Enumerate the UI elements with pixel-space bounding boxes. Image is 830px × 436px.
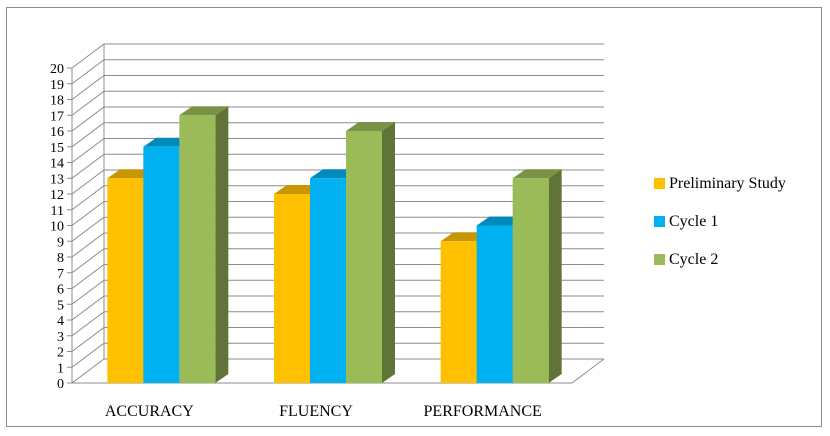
y-tick-label: 16 — [50, 125, 64, 140]
y-tick-label: 1 — [57, 361, 64, 376]
y-tick-label: 7 — [57, 267, 64, 282]
y-tick-label: 0 — [57, 377, 64, 392]
gridline — [71, 327, 604, 352]
gridline — [71, 232, 604, 258]
gridline — [71, 279, 604, 305]
legend: Preliminary Study Cycle 1 Cycle 2 — [654, 175, 786, 268]
y-tick-label: 13 — [50, 172, 64, 187]
gridline — [71, 185, 604, 211]
gridline — [71, 106, 604, 132]
gridline — [71, 358, 604, 384]
gridline — [71, 169, 604, 195]
gridline — [71, 248, 604, 274]
y-tick-label: 4 — [57, 314, 64, 329]
y-tick-label: 6 — [57, 283, 64, 298]
legend-swatch — [654, 178, 665, 189]
y-tick-label: 2 — [57, 346, 64, 361]
y-tick-label: 8 — [57, 251, 64, 266]
floor-edge — [72, 358, 605, 384]
gridline — [71, 295, 604, 321]
bar-fluency-cycle-2 — [346, 122, 395, 383]
y-tick-label: 17 — [50, 109, 64, 124]
y-tick-label: 15 — [50, 141, 64, 156]
legend-swatch — [654, 254, 665, 265]
gridline — [71, 122, 604, 148]
legend-swatch — [654, 216, 665, 227]
legend-label: Preliminary Study — [669, 175, 786, 192]
x-axis-labels: ACCURACY FLUENCY PERFORMANCE — [105, 403, 542, 420]
legend-item: Cycle 2 — [654, 251, 718, 268]
gridline — [71, 264, 604, 289]
y-tick-label: 20 — [50, 62, 64, 77]
y-tick-label: 11 — [51, 204, 64, 219]
y-tick-label: 19 — [50, 78, 64, 93]
legend-item: Cycle 1 — [654, 213, 718, 230]
x-tick-label: FLUENCY — [279, 403, 353, 420]
x-tick-label: ACCURACY — [105, 403, 194, 420]
gridline — [71, 153, 604, 179]
y-tick-label: 10 — [50, 220, 64, 235]
legend-label: Cycle 1 — [669, 213, 718, 230]
y-tick-label: 14 — [50, 157, 64, 172]
legend-label: Cycle 2 — [669, 251, 718, 268]
y-tick-label: 18 — [50, 94, 64, 109]
gridline — [71, 311, 604, 337]
gridline — [71, 342, 604, 368]
gridline — [71, 59, 604, 85]
y-tick-label: 9 — [57, 235, 64, 250]
gridline — [71, 216, 604, 242]
bar-performance-cycle-2 — [512, 169, 562, 383]
bars — [107, 106, 562, 383]
gridline — [71, 43, 604, 69]
y-tick-label: 3 — [57, 330, 64, 345]
gridline — [71, 90, 604, 116]
gridlines — [71, 43, 604, 384]
y-tick-label: 5 — [57, 298, 64, 313]
x-tick-label: PERFORMANCE — [424, 403, 542, 420]
bar-accuracy-cycle-2 — [179, 106, 229, 383]
legend-item: Preliminary Study — [654, 175, 786, 192]
gridline — [71, 201, 604, 226]
gridline — [71, 75, 604, 100]
y-tick-label: 12 — [50, 188, 64, 203]
gridline — [71, 138, 604, 163]
